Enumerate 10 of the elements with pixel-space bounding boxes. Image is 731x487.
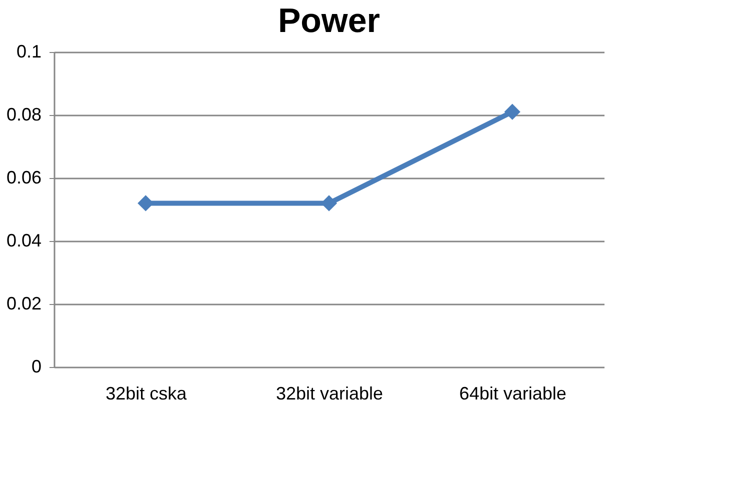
- x-tick-label: 32bit cska: [106, 384, 188, 404]
- chart-title: Power: [278, 2, 380, 40]
- y-tick-label: 0: [31, 356, 42, 376]
- y-tick-label: 0.1: [16, 42, 42, 62]
- x-tick-label: 64bit variable: [459, 384, 566, 404]
- y-tick-label: 0.02: [6, 294, 42, 314]
- y-tick-label: 0.04: [6, 230, 42, 250]
- y-tick-label: 0.06: [6, 168, 42, 188]
- y-tick-label: 0.08: [6, 104, 42, 124]
- x-tick-label: 32bit variable: [276, 384, 384, 404]
